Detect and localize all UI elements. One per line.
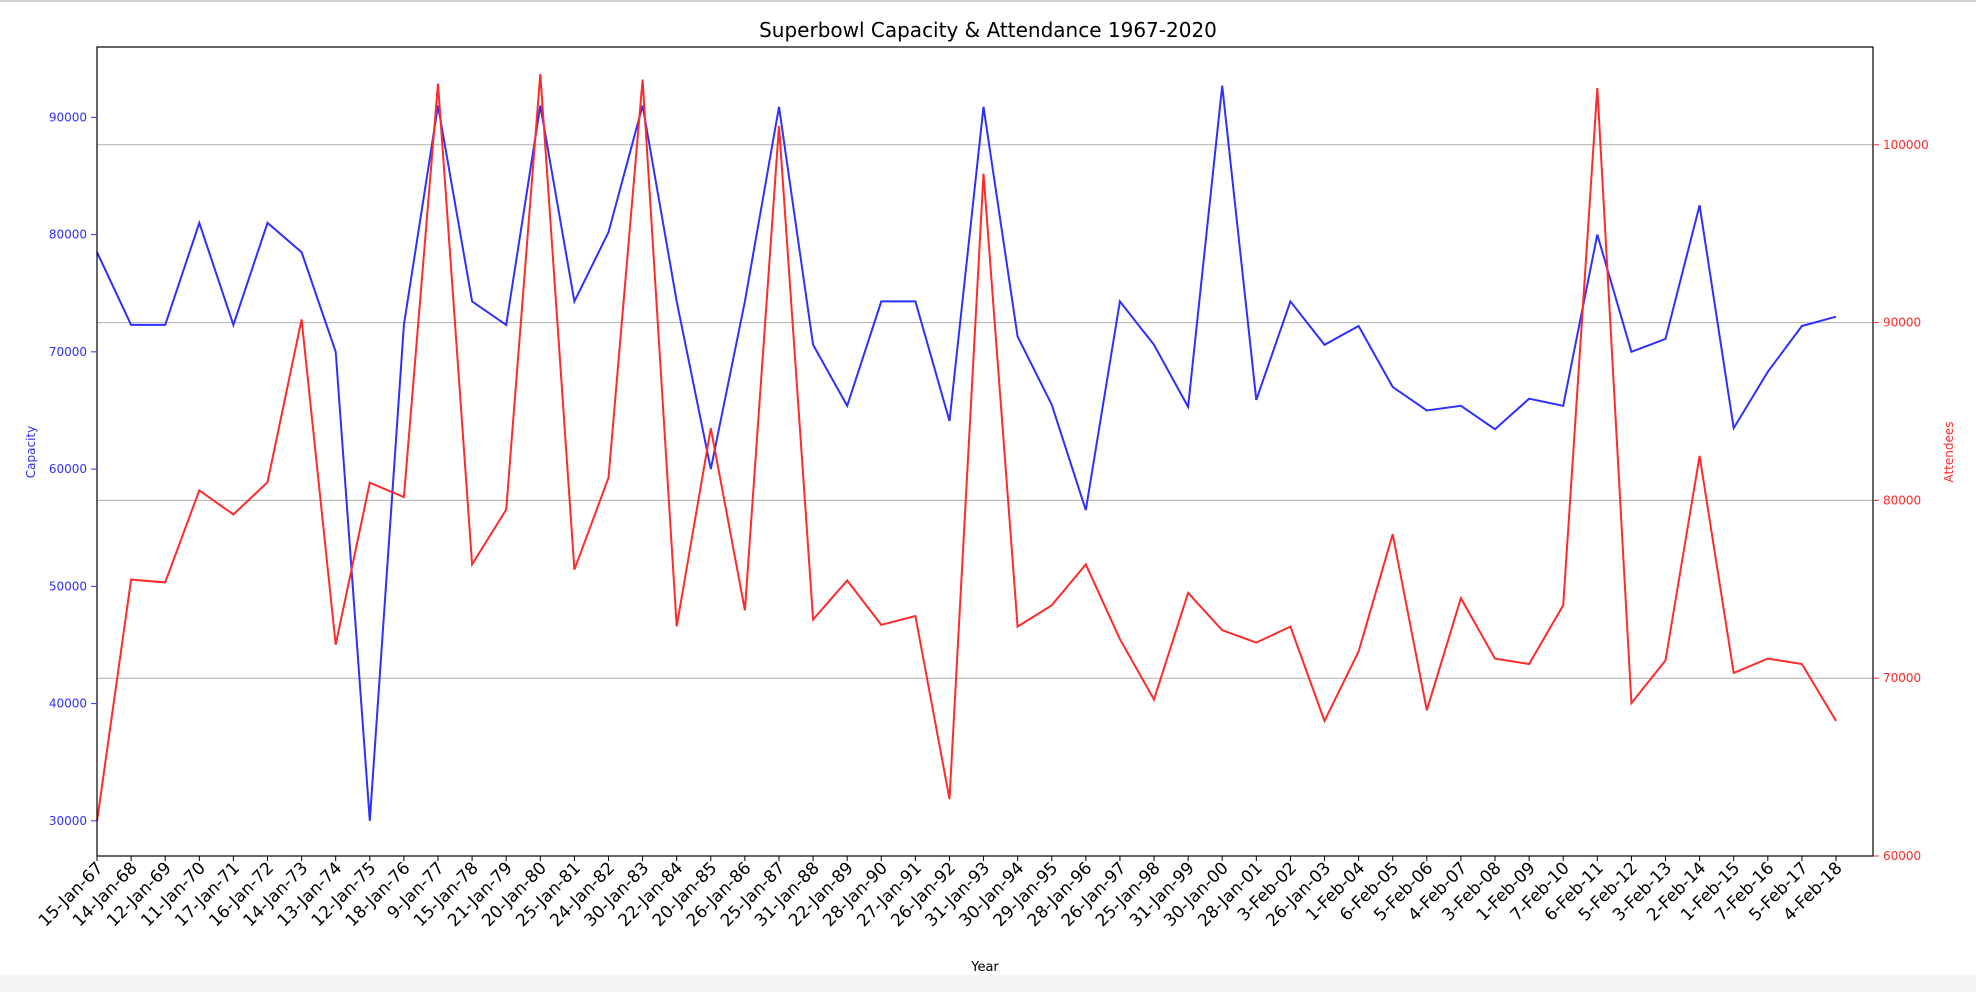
series-line-capacity [96, 85, 1837, 821]
gridlines [97, 144, 1873, 679]
bottom-band [0, 975, 1976, 992]
y-left-tick-label: 80000 [49, 228, 87, 242]
right-y-axis: 60000 70000 80000 90000 100000 [1873, 138, 1929, 863]
series-lines [96, 73, 1837, 822]
y-left-tick-label: 40000 [49, 697, 87, 711]
series-line-attendees [96, 73, 1837, 822]
y-left-tick-label: 50000 [49, 579, 87, 593]
chart-title: Superbowl Capacity & Attendance 1967-202… [759, 18, 1217, 42]
y-axis-right-label: Attendees [1942, 421, 1956, 482]
y-left-tick-label: 60000 [49, 462, 87, 476]
y-right-tick-label: 70000 [1883, 671, 1921, 685]
y-left-tick-label: 30000 [49, 814, 87, 828]
y-right-tick-label: 90000 [1883, 316, 1921, 330]
y-right-tick-label: 60000 [1883, 849, 1921, 863]
y-right-tick-label: 80000 [1883, 493, 1921, 507]
top-divider [0, 0, 1976, 2]
plot-frame [96, 46, 1874, 857]
left-y-axis: 30000 40000 50000 60000 70000 80000 90000 [49, 110, 97, 828]
y-left-tick-label: 70000 [49, 345, 87, 359]
x-axis-label: Year [970, 960, 999, 975]
y-right-tick-label: 100000 [1883, 138, 1929, 152]
x-axis: 15-Jan-6714-Jan-6812-Jan-6911-Jan-7017-J… [35, 856, 1847, 931]
y-axis-left-label: Capacity [24, 426, 38, 478]
y-left-tick-label: 90000 [49, 110, 87, 124]
